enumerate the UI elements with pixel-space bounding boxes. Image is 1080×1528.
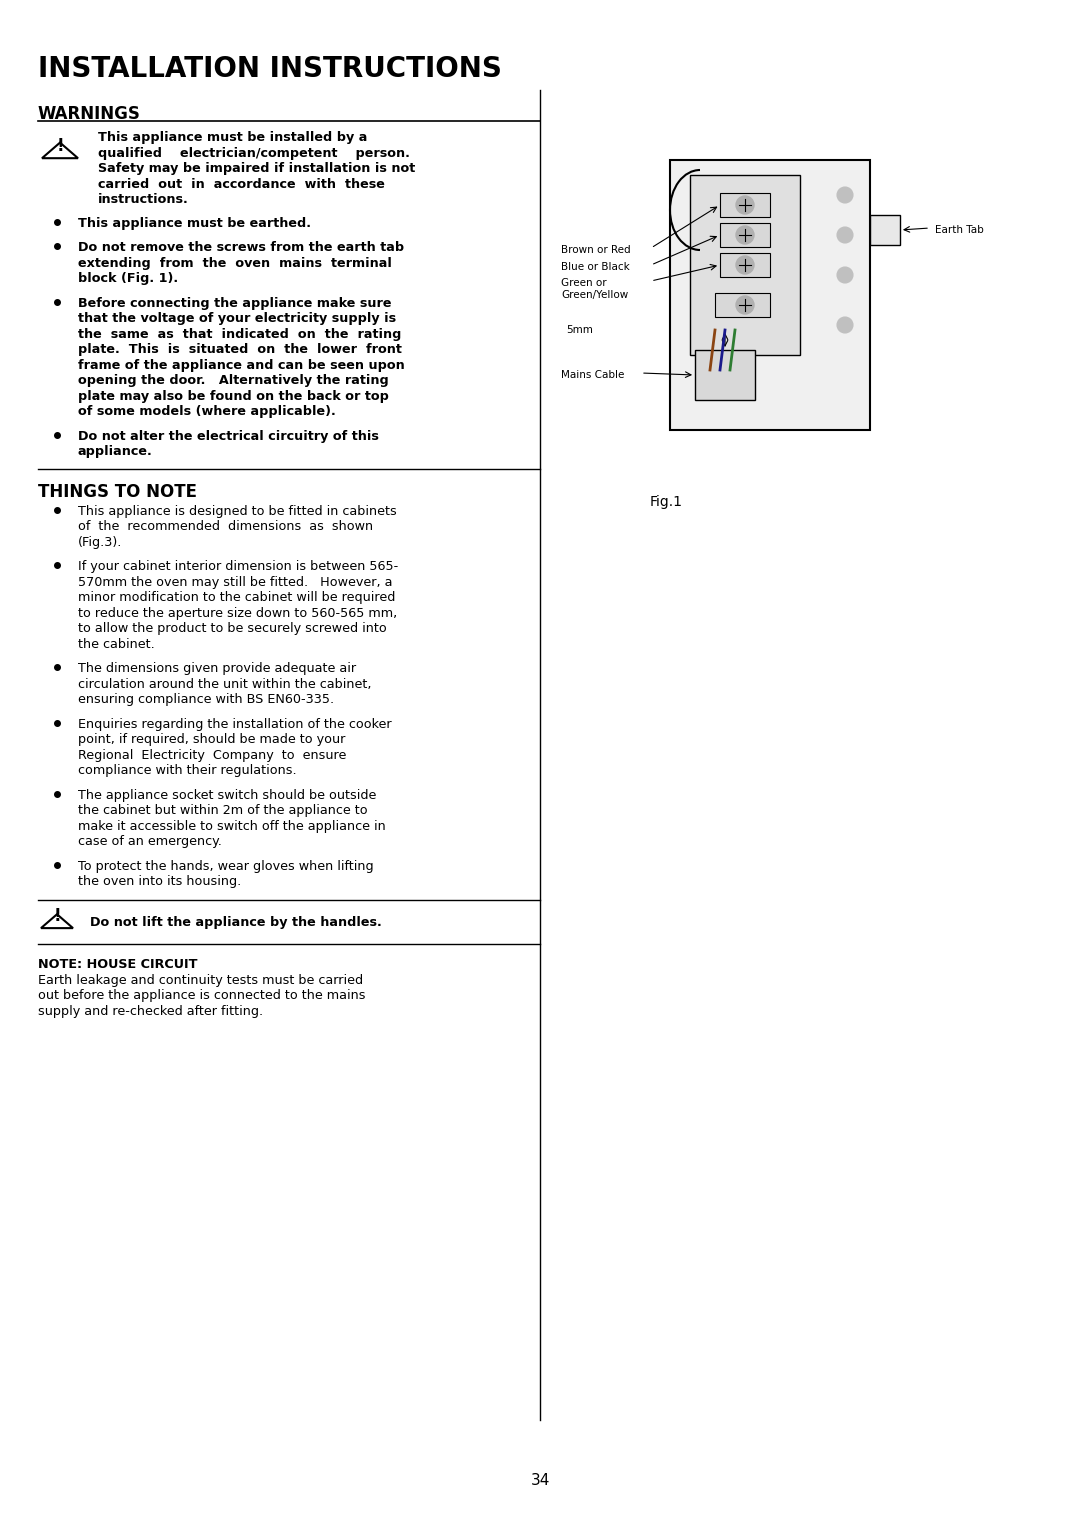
Text: carried  out  in  accordance  with  these: carried out in accordance with these: [98, 177, 384, 191]
Text: instructions.: instructions.: [98, 193, 189, 206]
Text: Green/Yellow: Green/Yellow: [561, 290, 629, 299]
Text: compliance with their regulations.: compliance with their regulations.: [78, 764, 297, 778]
Text: This appliance is designed to be fitted in cabinets: This appliance is designed to be fitted …: [78, 504, 396, 518]
Text: of  the  recommended  dimensions  as  shown: of the recommended dimensions as shown: [78, 520, 373, 533]
Text: the cabinet.: the cabinet.: [78, 637, 154, 651]
Text: the oven into its housing.: the oven into its housing.: [78, 876, 241, 888]
Text: the cabinet but within 2m of the appliance to: the cabinet but within 2m of the applian…: [78, 804, 367, 817]
Bar: [720, 223, 770, 248]
Text: Do not lift the appliance by the handles.: Do not lift the appliance by the handles…: [90, 915, 381, 929]
Circle shape: [837, 267, 853, 283]
Bar: [720, 254, 770, 277]
Text: 5mm: 5mm: [566, 325, 593, 335]
Text: This appliance must be installed by a: This appliance must be installed by a: [98, 131, 367, 144]
Text: Green or: Green or: [561, 278, 607, 287]
Text: to allow the product to be securely screwed into: to allow the product to be securely scre…: [78, 622, 387, 636]
Text: ensuring compliance with BS EN60-335.: ensuring compliance with BS EN60-335.: [78, 694, 334, 706]
Text: of some models (where applicable).: of some models (where applicable).: [78, 405, 336, 419]
Text: Fig.1: Fig.1: [650, 495, 683, 509]
Text: Regional  Electricity  Company  to  ensure: Regional Electricity Company to ensure: [78, 749, 347, 761]
Bar: [870, 215, 900, 244]
Text: opening the door.   Alternatively the rating: opening the door. Alternatively the rati…: [78, 374, 389, 387]
Text: Mains Cable: Mains Cable: [561, 370, 624, 380]
Bar: [670, 160, 870, 429]
Text: To protect the hands, wear gloves when lifting: To protect the hands, wear gloves when l…: [78, 859, 374, 872]
Text: the  same  as  that  indicated  on  the  rating: the same as that indicated on the rating: [78, 327, 402, 341]
Bar: [690, 176, 800, 354]
Text: supply and re-checked after fitting.: supply and re-checked after fitting.: [38, 1004, 264, 1018]
Text: Before connecting the appliance make sure: Before connecting the appliance make sur…: [78, 296, 391, 310]
Text: WARNINGS: WARNINGS: [38, 105, 140, 122]
Text: Enquiries regarding the installation of the cooker: Enquiries regarding the installation of …: [78, 718, 392, 730]
Circle shape: [735, 296, 754, 313]
Text: plate may also be found on the back or top: plate may also be found on the back or t…: [78, 390, 389, 402]
Circle shape: [837, 228, 853, 243]
Text: Earth Tab: Earth Tab: [935, 225, 984, 235]
Text: block (Fig. 1).: block (Fig. 1).: [78, 272, 178, 286]
Text: Blue or Black: Blue or Black: [561, 261, 630, 272]
Text: !: !: [53, 908, 60, 924]
Text: NOTE: HOUSE CIRCUIT: NOTE: HOUSE CIRCUIT: [38, 958, 198, 970]
Circle shape: [735, 257, 754, 274]
Text: The dimensions given provide adequate air: The dimensions given provide adequate ai…: [78, 662, 356, 675]
Text: point, if required, should be made to your: point, if required, should be made to yo…: [78, 733, 346, 746]
Text: Earth leakage and continuity tests must be carried: Earth leakage and continuity tests must …: [38, 973, 363, 987]
Circle shape: [837, 316, 853, 333]
Text: extending  from  the  oven  mains  terminal: extending from the oven mains terminal: [78, 257, 392, 269]
Text: Do not alter the electrical circuitry of this: Do not alter the electrical circuitry of…: [78, 429, 379, 443]
Circle shape: [837, 186, 853, 203]
Bar: [715, 293, 770, 316]
Text: make it accessible to switch off the appliance in: make it accessible to switch off the app…: [78, 819, 386, 833]
Text: 34: 34: [530, 1473, 550, 1488]
Text: that the voltage of your electricity supply is: that the voltage of your electricity sup…: [78, 312, 396, 325]
Text: The appliance socket switch should be outside: The appliance socket switch should be ou…: [78, 788, 376, 802]
Text: minor modification to the cabinet will be required: minor modification to the cabinet will b…: [78, 591, 395, 604]
Text: If your cabinet interior dimension is between 565-: If your cabinet interior dimension is be…: [78, 559, 399, 573]
Text: This appliance must be earthed.: This appliance must be earthed.: [78, 217, 311, 229]
Text: frame of the appliance and can be seen upon: frame of the appliance and can be seen u…: [78, 359, 405, 371]
Bar: [696, 350, 755, 400]
Text: INSTALLATION INSTRUCTIONS: INSTALLATION INSTRUCTIONS: [38, 55, 502, 83]
Text: circulation around the unit within the cabinet,: circulation around the unit within the c…: [78, 677, 372, 691]
Text: qualified    electrician/competent    person.: qualified electrician/competent person.: [98, 147, 410, 159]
Text: out before the appliance is connected to the mains: out before the appliance is connected to…: [38, 989, 365, 1002]
Text: appliance.: appliance.: [78, 445, 152, 458]
Text: (Fig.3).: (Fig.3).: [78, 535, 122, 549]
Text: 570mm the oven may still be fitted.   However, a: 570mm the oven may still be fitted. Howe…: [78, 576, 392, 588]
Text: Do not remove the screws from the earth tab: Do not remove the screws from the earth …: [78, 241, 404, 254]
Text: !: !: [56, 138, 64, 156]
Text: THINGS TO NOTE: THINGS TO NOTE: [38, 483, 197, 501]
Circle shape: [735, 196, 754, 214]
Bar: [720, 193, 770, 217]
Text: case of an emergency.: case of an emergency.: [78, 834, 221, 848]
Circle shape: [735, 226, 754, 244]
Text: Safety may be impaired if installation is not: Safety may be impaired if installation i…: [98, 162, 415, 176]
Text: plate.  This  is  situated  on  the  lower  front: plate. This is situated on the lower fro…: [78, 342, 402, 356]
Text: to reduce the aperture size down to 560-565 mm,: to reduce the aperture size down to 560-…: [78, 607, 397, 619]
Text: Brown or Red: Brown or Red: [561, 244, 631, 255]
